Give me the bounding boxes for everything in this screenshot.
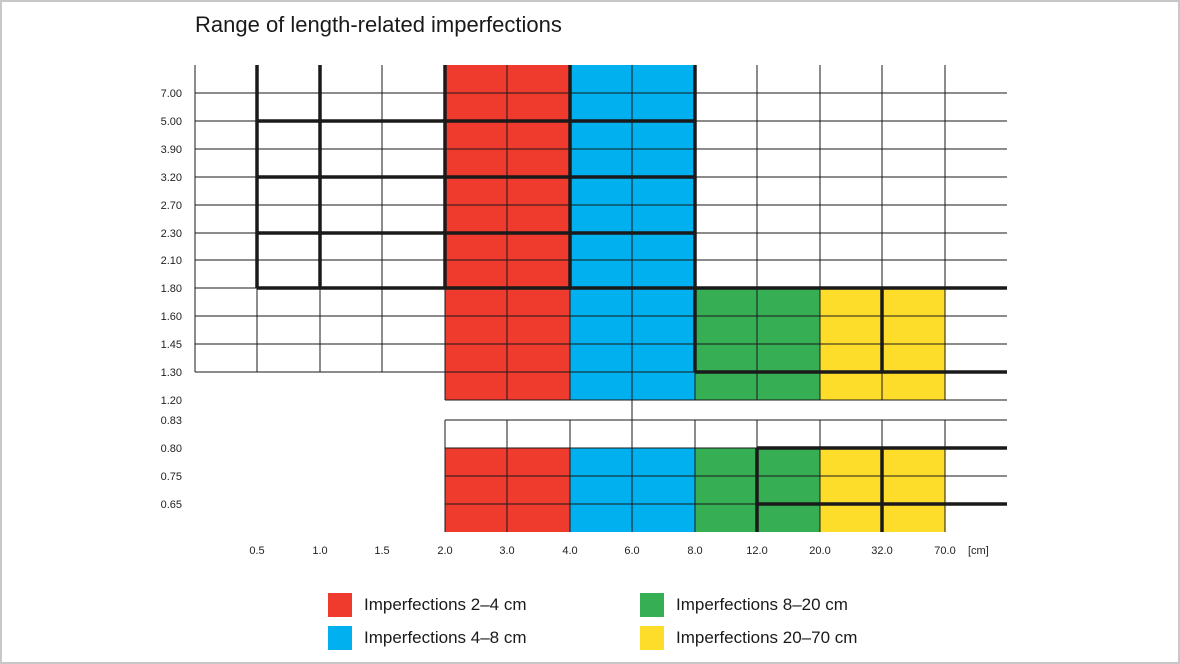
bold-boundary-layer (255, 65, 1007, 532)
x-unit-label: [cm] (968, 545, 989, 557)
y-tick-label: 7.00 (161, 88, 182, 100)
legend-swatch-red (328, 593, 352, 617)
legend-item-yellow: Imperfections 20–70 cm (640, 626, 857, 650)
y-tick-label: 0.65 (161, 499, 182, 511)
legend-item-green: Imperfections 8–20 cm (640, 593, 848, 617)
y-tick-label: 2.30 (161, 228, 182, 240)
x-tick-label: 8.0 (687, 545, 702, 557)
label-layer: 7.00 5.00 3.90 3.20 2.70 2.30 2.10 1.80 1.60 1.45… (161, 88, 989, 557)
x-tick-label: 3.0 (499, 545, 514, 557)
y-tick-label: 1.30 (161, 367, 182, 379)
y-tick-label: 3.90 (161, 144, 182, 156)
legend-swatch-blue (328, 626, 352, 650)
y-tick-label: 1.20 (161, 395, 182, 407)
x-tick-label: 70.0 (934, 545, 955, 557)
y-tick-label: 1.60 (161, 311, 182, 323)
x-tick-label: 12.0 (746, 545, 767, 557)
y-tick-label: 1.80 (161, 283, 182, 295)
y-tick-label: 2.10 (161, 255, 182, 267)
y-tick-label: 3.20 (161, 172, 182, 184)
y-tick-label: 0.83 (161, 415, 182, 427)
legend-label-yellow: Imperfections 20–70 cm (676, 628, 858, 647)
legend-label-blue: Imperfections 4–8 cm (364, 628, 527, 647)
x-tick-label: 32.0 (871, 545, 892, 557)
y-tick-label: 0.80 (161, 443, 182, 455)
legend-label-green: Imperfections 8–20 cm (676, 595, 848, 614)
x-tick-label: 1.0 (312, 545, 327, 557)
x-tick-label: 20.0 (809, 545, 830, 557)
y-tick-label: 2.70 (161, 200, 182, 212)
x-tick-label: 0.5 (249, 545, 264, 557)
x-tick-label: 4.0 (562, 545, 577, 557)
legend-label-red: Imperfections 2–4 cm (364, 595, 527, 614)
x-tick-label: 6.0 (624, 545, 639, 557)
y-tick-label: 1.45 (161, 339, 182, 351)
y-tick-label: 5.00 (161, 116, 182, 128)
legend-swatch-yellow (640, 626, 664, 650)
x-tick-label: 1.5 (374, 545, 389, 557)
chart-title: Range of length-related imperfections (195, 12, 562, 37)
legend-item-blue: Imperfections 4–8 cm (328, 626, 527, 650)
x-tick-label: 2.0 (437, 545, 452, 557)
legend-swatch-green (640, 593, 664, 617)
y-tick-label: 0.75 (161, 471, 182, 483)
legend-item-red: Imperfections 2–4 cm (328, 593, 527, 617)
